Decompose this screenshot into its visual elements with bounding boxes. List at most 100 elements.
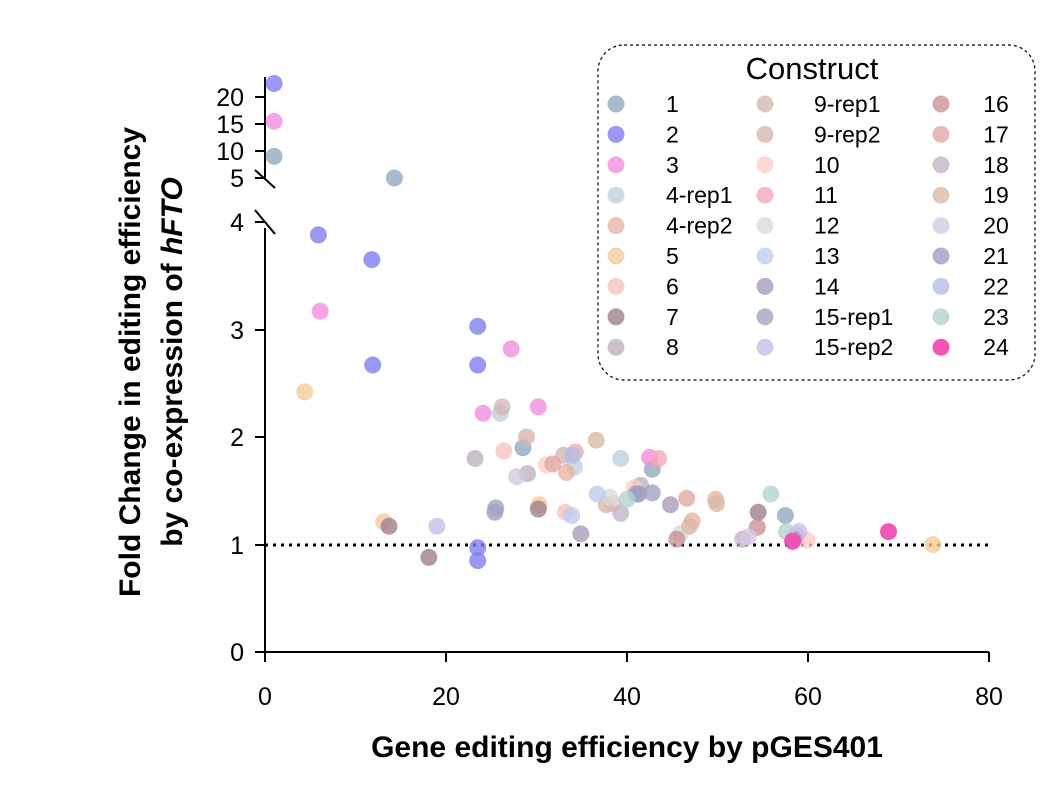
legend-marker-15-rep2 [756,338,774,356]
legend-label-24: 24 [983,334,1009,360]
point-construct-1-1 [385,169,403,187]
point-construct-9-rep1-0 [493,398,511,416]
y-axis-title-line1: Fold Change in editing efficiency [114,127,147,597]
legend-marker-13 [756,247,774,265]
point-construct-6-0 [495,442,513,460]
point-construct-16-1 [668,530,686,548]
x-tick-label: 20 [432,683,460,711]
legend-marker-9-rep1 [756,95,774,113]
point-construct-3-1 [311,302,329,320]
legend-marker-15-rep1 [756,308,774,326]
legend-marker-20 [932,217,950,235]
point-construct-5-3 [924,536,942,553]
legend-title: Construct [746,51,879,86]
point-construct-17-1 [678,489,696,507]
legend-label-1: 1 [666,91,679,117]
point-construct-7-2 [529,500,547,518]
y-tick-label: 20 [216,84,244,112]
point-construct-13-0 [563,507,581,524]
point-construct-23-2 [618,490,636,508]
point-construct-23-0 [762,485,780,503]
point-construct-4-rep1-2 [612,450,630,467]
y-axis-title-line2: by co-expression of hFTO [156,177,189,547]
legend-marker-24 [932,338,950,356]
legend-label-20: 20 [983,213,1009,239]
point-construct-11-0 [650,450,668,467]
point-construct-1-0 [265,147,283,165]
legend-marker-1 [607,95,625,113]
legend-marker-11 [756,186,774,204]
point-construct-15-rep1-0 [487,499,505,517]
legend-label-4-rep1: 4-rep1 [666,182,732,208]
legend-marker-2 [607,125,625,143]
legend: Construct 1234-rep14-rep256789-rep19-rep… [597,44,1036,381]
legend-marker-12 [756,217,774,235]
point-construct-13-1 [588,485,606,503]
y-tick-label: 15 [216,111,244,139]
legend-marker-10 [756,156,774,174]
legend-label-12: 12 [814,213,840,239]
point-construct-19-0 [587,431,605,449]
y-axis-title-prefix: by co-expression of [156,255,189,547]
legend-label-19: 19 [983,182,1009,208]
point-construct-9-rep2-0 [518,428,535,446]
legend-label-15-rep2: 15-rep2 [814,334,893,360]
legend-label-2: 2 [666,121,679,147]
legend-marker-9-rep2 [756,125,774,143]
point-construct-15-rep1-1 [643,484,661,502]
legend-marker-16 [932,95,950,113]
y-tick-label: 5 [230,165,244,193]
y-axis-title: Fold Change in editing efficiency by co-… [114,127,189,597]
legend-label-10: 10 [814,152,840,178]
point-construct-2-3 [364,356,382,374]
y-tick-label: 10 [216,138,244,166]
legend-marker-17 [932,125,950,143]
legend-label-6: 6 [666,273,679,299]
point-construct-19-1 [680,517,698,535]
legend-label-11: 11 [814,182,838,208]
legend-marker-14 [756,277,774,295]
legend-label-18: 18 [983,152,1009,178]
y-axis-title-gene: hFTO [156,177,189,255]
point-construct-2-7 [469,552,487,570]
point-construct-8-0 [466,450,484,467]
point-construct-15-rep2-0 [428,517,446,535]
y-tick-label: 0 [230,639,244,667]
point-construct-7-0 [420,548,438,566]
legend-marker-6 [607,277,625,295]
point-construct-4-rep2-0 [557,464,575,481]
legend-marker-7 [607,308,625,326]
point-construct-2-0 [265,75,283,92]
point-construct-7-1 [380,517,398,535]
legend-marker-4-rep2 [607,217,625,235]
point-construct-18-0 [612,504,630,522]
point-construct-12-0 [601,488,619,506]
x-tick-label: 40 [613,683,641,711]
y-tick-label: 3 [230,317,244,345]
point-construct-20-0 [508,468,526,486]
legend-label-3: 3 [666,152,679,178]
legend-label-5: 5 [666,243,679,269]
y-tick-label: 2 [230,424,244,452]
x-tick-label: 80 [975,683,1003,711]
x-ticks: 0 20 40 60 80 [258,652,1003,711]
y-tick-label: 1 [230,532,244,560]
legend-marker-8 [607,338,625,356]
legend-label-15-rep1: 15-rep1 [814,304,893,330]
point-construct-2-5 [469,356,487,374]
point-construct-3-0 [265,112,283,130]
point-construct-20-1 [739,528,757,546]
legend-label-4-rep2: 4-rep2 [666,213,732,239]
legend-items: 1234-rep14-rep256789-rep19-rep2101112131… [607,91,1009,360]
point-construct-3-4 [474,404,492,422]
y-tick-label: 4 [230,209,244,237]
legend-label-21: 21 [983,243,1009,269]
point-construct-24-0 [880,523,897,541]
legend-marker-4-rep1 [607,186,625,204]
legend-label-14: 14 [814,273,840,299]
x-tick-label: 0 [258,683,272,711]
point-construct-14-1 [572,525,590,543]
point-construct-2-1 [309,226,327,244]
legend-marker-18 [932,156,950,174]
point-construct-1-4 [776,507,794,524]
